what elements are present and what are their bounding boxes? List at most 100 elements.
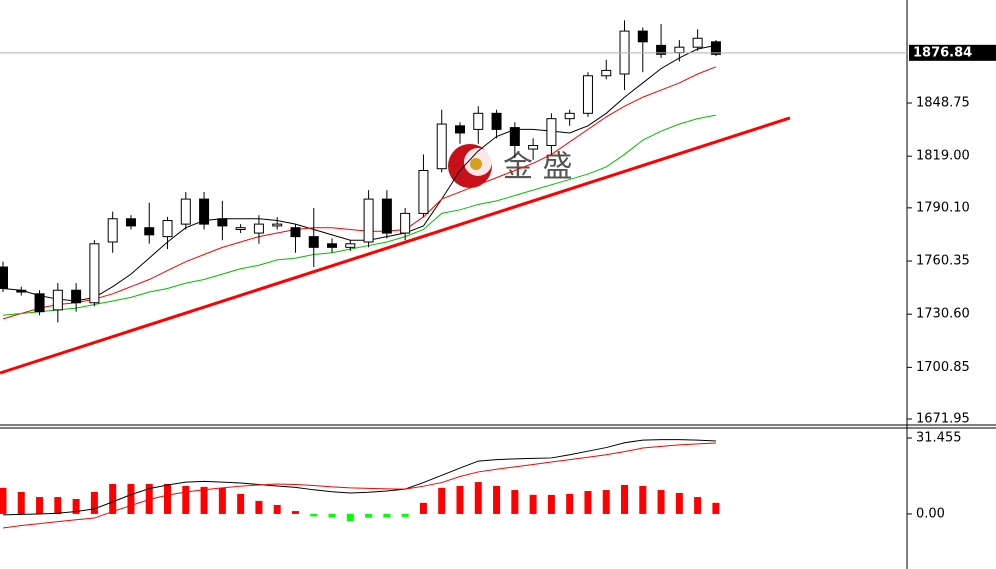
candle-body <box>0 266 8 289</box>
candle-body <box>217 218 228 227</box>
macd-bar <box>291 511 299 514</box>
candle-body <box>327 243 338 248</box>
macd-bar <box>0 487 7 514</box>
macd-bar <box>273 505 281 514</box>
candle-body <box>235 227 246 230</box>
candle-body <box>308 236 319 248</box>
candle-body <box>509 127 520 146</box>
candle-body <box>491 112 502 130</box>
y-tick-label: 0.00 <box>916 506 945 521</box>
macd-bar <box>529 494 537 514</box>
candle-body <box>455 125 465 134</box>
macd-bar <box>566 493 574 514</box>
macd-bar <box>17 491 25 514</box>
candle-body <box>418 170 429 214</box>
candle-body <box>272 223 283 227</box>
macd-bar <box>657 490 665 514</box>
candle-body <box>582 75 593 114</box>
candle-body <box>199 198 210 225</box>
macd-bar <box>36 497 44 514</box>
macd-bar <box>621 484 629 514</box>
watermark-text: 金 盛 <box>503 150 573 185</box>
candle-body <box>363 198 374 243</box>
line <box>2 114 717 316</box>
macd-bar <box>675 492 683 514</box>
macd-bar <box>712 502 720 514</box>
candle-body <box>564 112 575 120</box>
y-tick-label: 1790.10 <box>916 200 970 215</box>
candle-body <box>345 243 356 248</box>
macd-bar <box>346 513 354 522</box>
macd-bar <box>310 513 318 517</box>
macd-bar <box>493 485 501 514</box>
macd-bar <box>694 497 702 514</box>
y-tick-label: 1700.85 <box>916 360 970 375</box>
macd-bar <box>164 484 172 514</box>
line <box>2 439 716 516</box>
macd-bar <box>419 502 427 514</box>
macd-bar <box>127 484 135 514</box>
macd-bar <box>401 513 409 517</box>
line <box>2 44 717 302</box>
macd-bar <box>602 490 610 514</box>
candle-body <box>710 41 721 55</box>
macd-bar <box>474 482 482 514</box>
candle-body <box>692 37 703 48</box>
candle-body <box>52 289 63 311</box>
candle-body <box>436 123 447 170</box>
logo-dot <box>470 158 482 170</box>
candle-body <box>473 112 484 130</box>
candle-body <box>381 198 392 234</box>
y-tick-label: 1760.35 <box>916 254 970 269</box>
candle-body <box>16 289 27 293</box>
y-tick-label: 1671.95 <box>916 412 970 427</box>
macd-bar <box>438 487 446 514</box>
candle-body <box>674 46 685 54</box>
candle-body <box>71 289 82 304</box>
macd-bar <box>584 491 592 514</box>
candle-body <box>180 198 191 225</box>
macd-bar <box>456 485 464 514</box>
macd-bar <box>109 484 117 514</box>
macd-bar <box>383 513 391 518</box>
macd-bar <box>255 500 263 514</box>
macd-bar <box>54 497 62 514</box>
macd-bar <box>218 487 226 514</box>
macd-bar <box>547 494 555 514</box>
line <box>2 66 717 320</box>
candle-body <box>89 243 100 304</box>
macd-bar <box>182 485 190 514</box>
watermark-logo <box>448 144 492 188</box>
macd-bar <box>237 493 245 514</box>
candle-body <box>125 218 136 227</box>
candle-body <box>162 220 173 238</box>
y-tick-label: 1730.60 <box>916 307 970 322</box>
last-price-box <box>909 44 996 61</box>
y-tick-label: 31.455 <box>916 431 962 446</box>
y-tick-label: 1848.75 <box>916 96 970 111</box>
candle-body <box>656 44 667 55</box>
candle-body <box>400 212 411 234</box>
candle-body <box>546 118 557 146</box>
y-tick-label: 1819.00 <box>916 149 970 164</box>
last-price-label: 1876.84 <box>913 45 972 60</box>
candle-body <box>107 218 118 243</box>
candle-body <box>601 69 612 77</box>
macd-bar <box>90 491 98 514</box>
line <box>2 442 716 529</box>
candle-body <box>34 293 45 313</box>
macd-bar <box>328 513 336 518</box>
macd-bar <box>639 485 647 514</box>
macd-bar <box>511 490 519 514</box>
macd-bar <box>200 486 208 514</box>
candle-body <box>637 30 648 43</box>
candle-body <box>290 227 301 238</box>
macd-bar <box>365 513 373 518</box>
candle-body <box>144 227 155 236</box>
macd-bar <box>72 498 80 514</box>
trendline <box>0 116 791 375</box>
candle-body <box>253 223 264 234</box>
candle-body <box>528 144 539 150</box>
